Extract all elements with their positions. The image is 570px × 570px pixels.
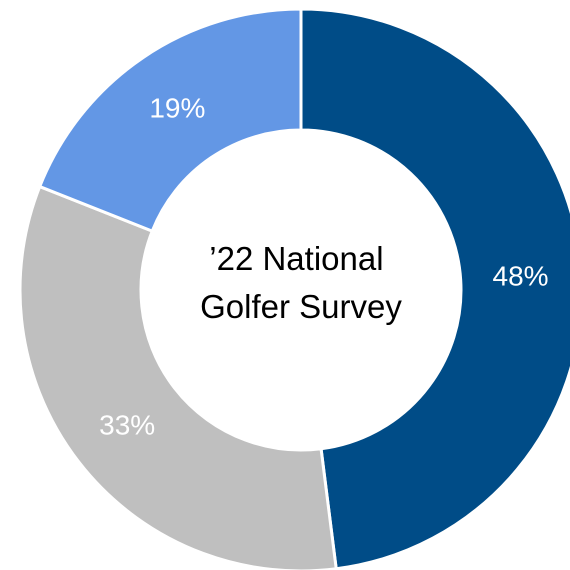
slices-group <box>18 7 570 570</box>
center-title-line-1: ’22 National <box>209 240 383 277</box>
labels-group: 48% 33% 19% <box>99 93 548 441</box>
slice-label-2: 19% <box>149 93 205 124</box>
center-title-line-2: Golfer Survey <box>200 288 402 325</box>
slice-label-0: 48% <box>493 261 549 292</box>
slice-0 <box>299 7 570 570</box>
slice-2 <box>37 7 303 234</box>
center-title: ’22 National Golfer Survey <box>200 240 402 325</box>
slice-1 <box>18 184 338 570</box>
slice-label-1: 33% <box>99 409 155 440</box>
